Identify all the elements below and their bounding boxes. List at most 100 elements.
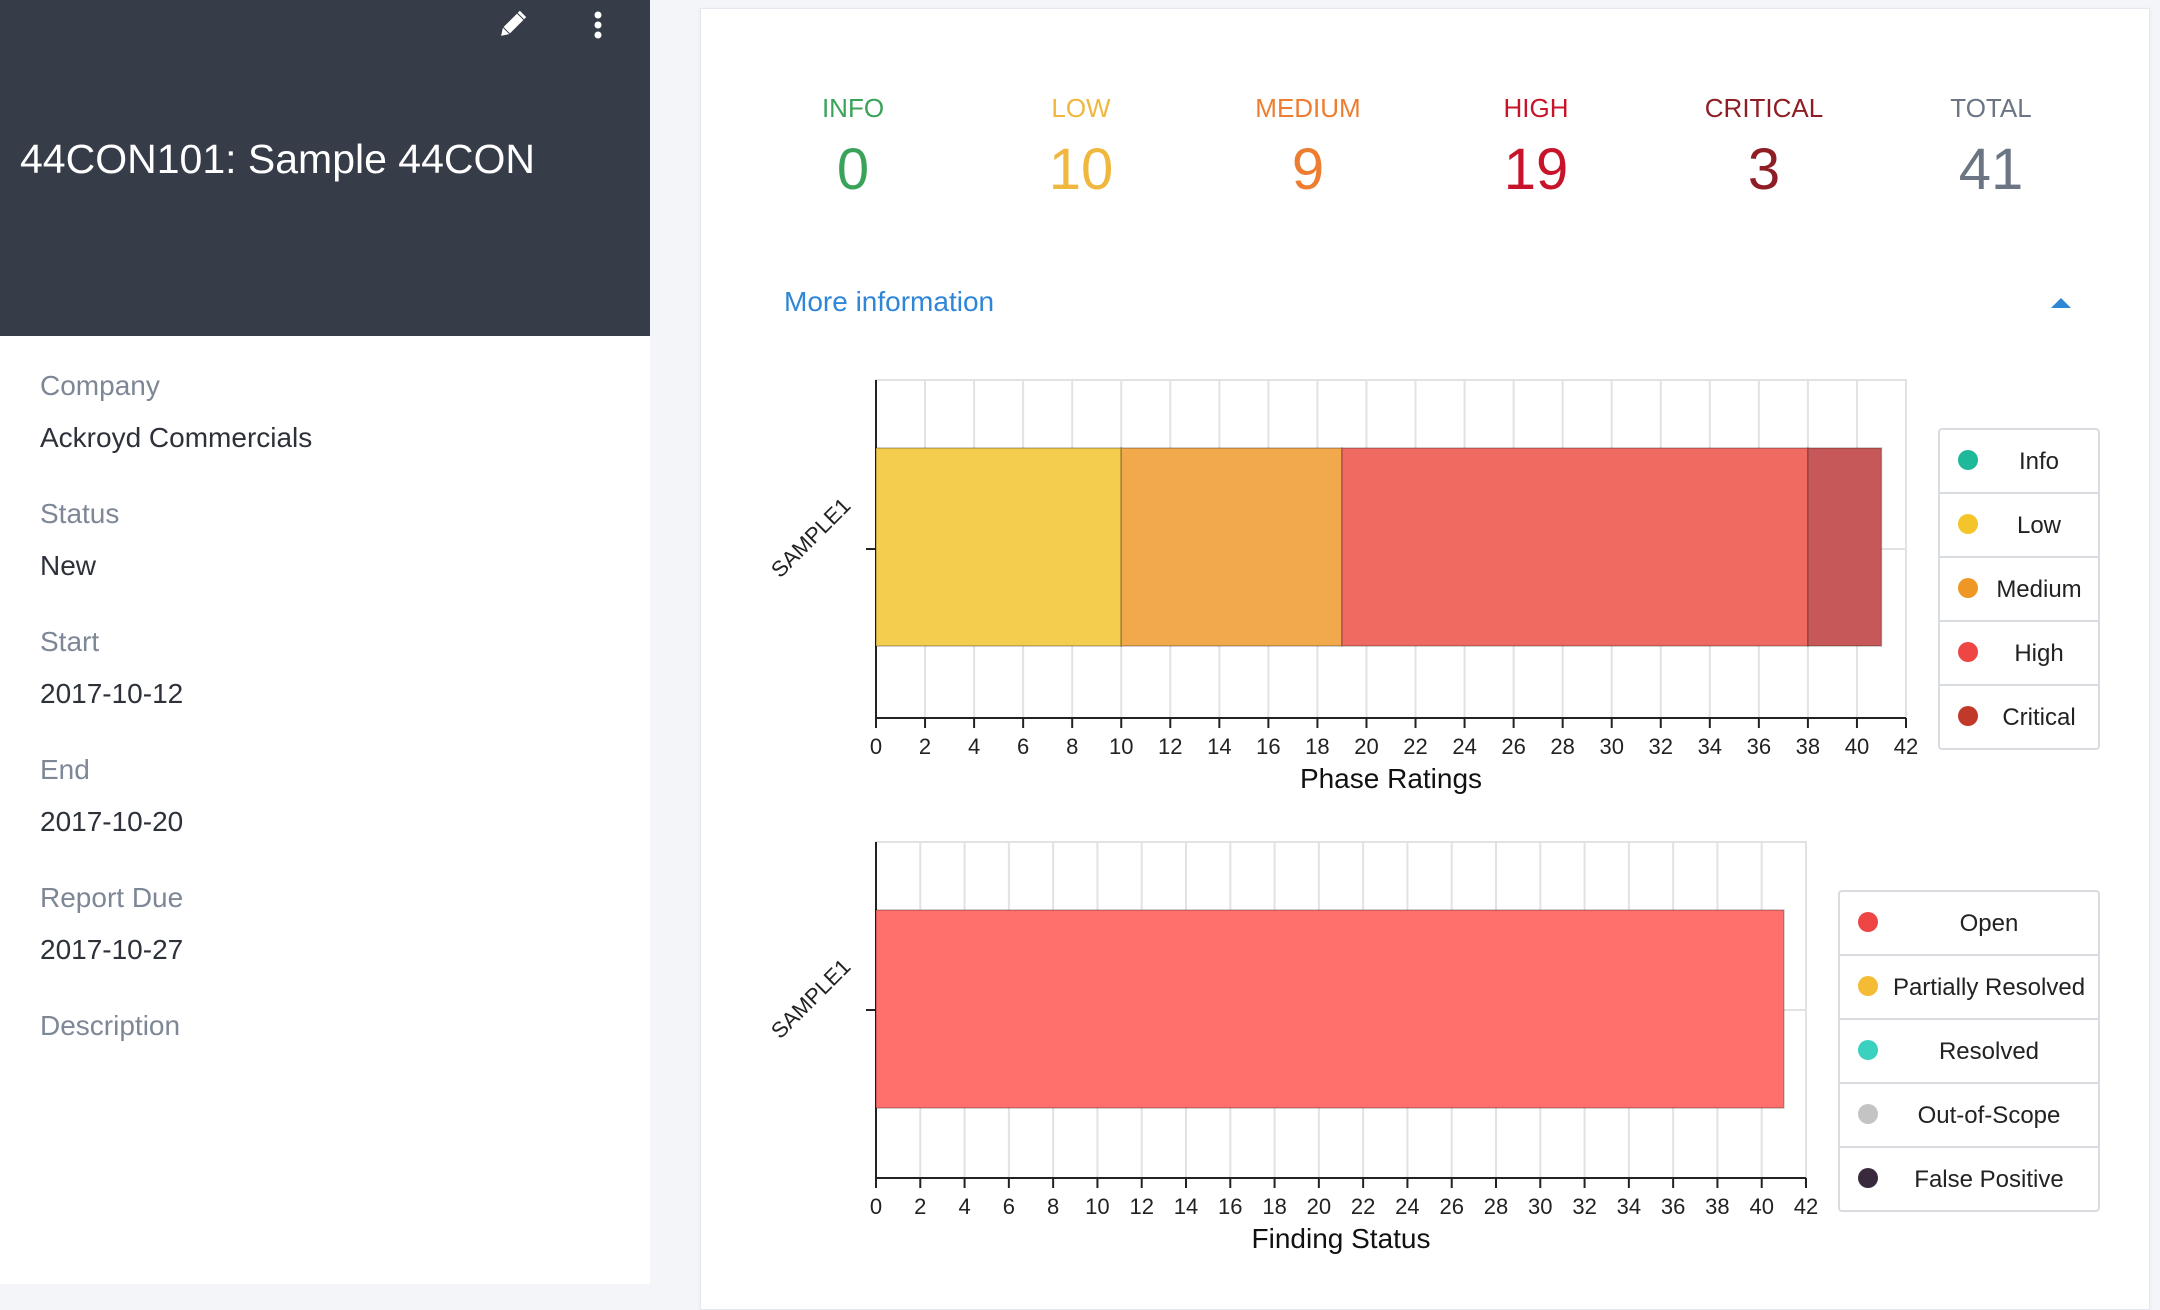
count-label: HIGH: [1503, 93, 1569, 123]
x-tick-label: 16: [1256, 734, 1280, 759]
caret-up-icon: [2051, 298, 2071, 308]
legend-item-open[interactable]: Open: [1840, 892, 2098, 956]
legend-label: False Positive: [1914, 1166, 2064, 1193]
rating-counts: INFO 0 LOW 10 MEDIUM 9 HIGH 19 CRITICAL …: [776, 93, 2156, 233]
x-tick-label: 30: [1599, 734, 1623, 759]
project-sidebar: 44CON101: Sample 44CON Company Ackroyd C…: [0, 0, 650, 1284]
collapse-toggle[interactable]: [2048, 292, 2074, 312]
legend-label: Partially Resolved: [1892, 974, 2086, 1001]
legend-item-resolved[interactable]: Resolved: [1840, 1020, 2098, 1084]
y-category-label: SAMPLE1: [766, 493, 855, 582]
report-due-value: 2017-10-27: [40, 934, 184, 965]
legend-dot: [1858, 1104, 1878, 1124]
legend-label: Critical: [2002, 704, 2076, 731]
legend-item-info[interactable]: Info: [1940, 430, 2098, 494]
x-axis-title: Finding Status: [1252, 1223, 1431, 1254]
legend-item-critical[interactable]: Critical: [1940, 686, 2098, 748]
legend-dot: [1858, 1040, 1878, 1060]
legend-dot: [1958, 706, 1978, 726]
project-details: Company Ackroyd Commercials Status New S…: [40, 370, 312, 1086]
charts-canvas: 0 2 4 6 8 10 12 14 16 18 20 22 24 26 28 30 32 34 36 38 40 42S…: [766, 379, 1918, 1254]
report-due-label: Report Due: [40, 882, 184, 913]
legend-item-out-of-scope[interactable]: Out-of-Scope: [1840, 1084, 2098, 1148]
start-label: Start: [40, 626, 100, 657]
legend-item-low[interactable]: Low: [1940, 494, 2098, 558]
x-tick-label: 42: [1894, 734, 1918, 759]
legend-dot: [1958, 578, 1978, 598]
x-tick-label: 26: [1501, 734, 1525, 759]
x-tick-label: 22: [1351, 1194, 1375, 1219]
project-title: 44CON101: Sample 44CON: [20, 136, 536, 182]
count-value: 10: [1048, 137, 1114, 202]
count-label: LOW: [1051, 93, 1111, 123]
x-tick-label: 20: [1307, 1194, 1331, 1219]
x-tick-label: 14: [1174, 1194, 1198, 1219]
count-value: 0: [836, 137, 870, 202]
x-tick-label: 30: [1528, 1194, 1552, 1219]
count-medium: MEDIUM 9: [1208, 93, 1408, 203]
status-label: Status: [40, 498, 120, 529]
x-axis-title: Phase Ratings: [1300, 763, 1482, 794]
x-tick-label: 12: [1158, 734, 1182, 759]
legend-label: High: [2014, 640, 2064, 667]
legend-item-high[interactable]: High: [1940, 622, 2098, 686]
end-label: End: [40, 754, 90, 785]
count-high: HIGH 19: [1436, 93, 1636, 203]
count-value: 9: [1291, 137, 1325, 202]
bar-segment-low: [875, 447, 1122, 647]
x-tick-label: 4: [958, 1194, 970, 1219]
x-tick-label: 26: [1439, 1194, 1463, 1219]
legend-label: Out-of-Scope: [1917, 1102, 2061, 1129]
x-tick-label: 24: [1395, 1194, 1419, 1219]
x-tick-label: 36: [1747, 734, 1771, 759]
x-tick-label: 38: [1705, 1194, 1729, 1219]
legend-dot: [1858, 1168, 1878, 1188]
company-value: Ackroyd Commercials: [40, 422, 313, 453]
x-tick-label: 34: [1698, 734, 1722, 759]
x-tick-label: 12: [1129, 1194, 1153, 1219]
count-info: INFO 0: [753, 93, 953, 203]
legend-dot: [1958, 450, 1978, 470]
legend-item-medium[interactable]: Medium: [1940, 558, 2098, 622]
count-label: TOTAL: [1950, 93, 2032, 123]
x-tick-label: 2: [914, 1194, 926, 1219]
start-value: 2017-10-12: [40, 678, 184, 709]
x-tick-label: 0: [870, 734, 882, 759]
count-label: INFO: [821, 93, 885, 123]
x-tick-label: 16: [1218, 1194, 1242, 1219]
y-category-label: SAMPLE1: [766, 954, 855, 1043]
count-label: MEDIUM: [1255, 93, 1361, 123]
x-tick-label: 20: [1354, 734, 1378, 759]
x-tick-label: 10: [1109, 734, 1133, 759]
more-information-link[interactable]: More information: [784, 286, 995, 317]
x-tick-label: 40: [1749, 1194, 1773, 1219]
edit-project-button[interactable]: [490, 6, 532, 46]
count-value: 3: [1747, 137, 1781, 202]
x-tick-label: 38: [1796, 734, 1820, 759]
bar-segment-medium: [1120, 447, 1343, 647]
company-label: Company: [40, 370, 160, 401]
legend-label: Open: [1959, 910, 2019, 937]
x-tick-label: 6: [1003, 1194, 1015, 1219]
legend-item-false-positive[interactable]: False Positive: [1840, 1148, 2098, 1210]
bar-segment-critical: [1807, 447, 1883, 647]
legend-dot: [1958, 514, 1978, 534]
more-options-button[interactable]: [580, 6, 616, 46]
x-tick-label: 42: [1794, 1194, 1818, 1219]
x-tick-label: 24: [1452, 734, 1476, 759]
x-tick-label: 0: [870, 1194, 882, 1219]
x-tick-label: 2: [919, 734, 931, 759]
x-tick-label: 8: [1066, 734, 1078, 759]
x-tick-label: 28: [1550, 734, 1574, 759]
x-tick-label: 18: [1262, 1194, 1286, 1219]
count-value: 19: [1503, 137, 1569, 202]
status-value: New: [40, 550, 97, 581]
finding-status-legend: Open Partially Resolved Resolved Out-of-Sco…: [1838, 890, 2100, 1212]
legend-label: Medium: [1996, 576, 2082, 603]
legend-dot: [1858, 976, 1878, 996]
legend-item-partially-resolved[interactable]: Partially Resolved: [1840, 956, 2098, 1020]
bar-segment-high: [1341, 447, 1809, 647]
x-tick-label: 10: [1085, 1194, 1109, 1219]
end-value: 2017-10-20: [40, 806, 184, 837]
x-tick-label: 22: [1403, 734, 1427, 759]
